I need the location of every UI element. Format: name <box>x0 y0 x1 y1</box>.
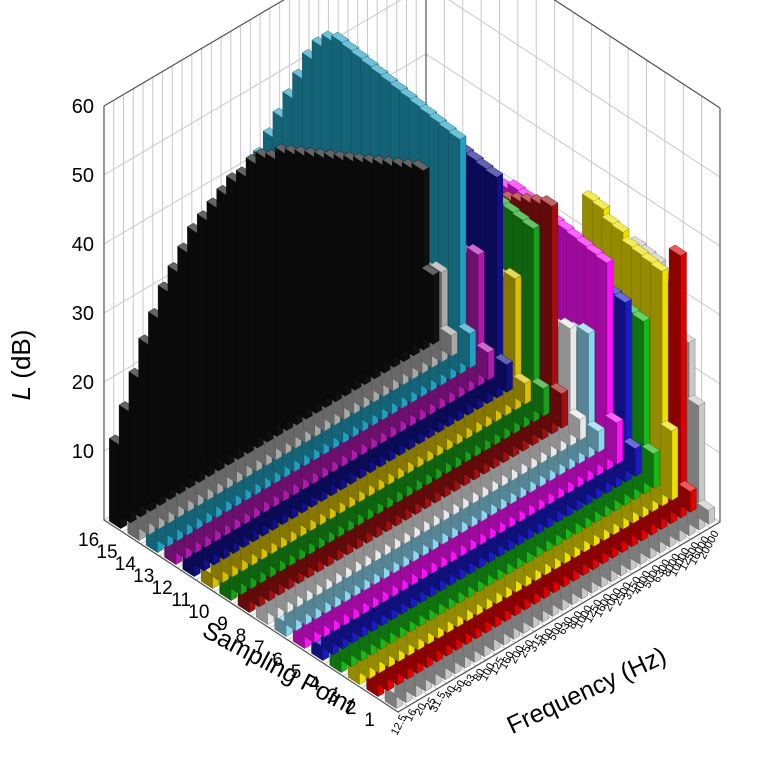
tick-labels: 1020304050601234567891011121314151612.51… <box>72 96 722 737</box>
frequency-tick: 80 <box>471 667 487 683</box>
bar <box>457 322 477 369</box>
bar <box>660 420 679 501</box>
sampling-point-tick: 15 <box>96 542 117 563</box>
bar <box>421 264 440 345</box>
frequency-tick: 16 <box>403 707 419 723</box>
axis-frame <box>103 0 721 109</box>
bar <box>439 324 458 357</box>
bar <box>531 377 550 417</box>
bar <box>604 411 624 465</box>
z-tick-label: 20 <box>72 372 94 394</box>
sampling-point-tick: 1 <box>364 710 375 731</box>
z-tick-label: 60 <box>72 96 94 118</box>
sampling-point-tick: 13 <box>133 566 154 587</box>
bar <box>484 166 504 399</box>
bar <box>623 437 642 477</box>
bar <box>641 442 660 489</box>
bar <box>540 195 559 435</box>
bar <box>521 217 540 423</box>
bars <box>108 30 716 709</box>
frequency-tick: 20 <box>413 701 429 717</box>
sampling-point-tick: 11 <box>171 590 191 611</box>
bar <box>513 372 532 405</box>
bar <box>549 382 569 429</box>
z-axis-title-unit: (dB) <box>6 330 36 386</box>
z-tick-label: 10 <box>72 441 94 463</box>
sampling-point-tick: 5 <box>291 662 302 683</box>
sampling-point-tick: 7 <box>254 638 265 659</box>
z-tick-label: 50 <box>72 165 94 187</box>
sampling-point-tick: 3 <box>327 686 338 707</box>
bar <box>476 341 495 381</box>
grid-line <box>103 0 721 178</box>
sampling-point-tick: 9 <box>217 614 228 635</box>
sampling-point-tick: 6 <box>272 650 283 671</box>
sampling-point-tick: 2 <box>346 698 357 719</box>
sampling-point-tick: 16 <box>78 530 99 551</box>
bar <box>448 128 467 375</box>
frequency-tick: 63 <box>462 673 478 689</box>
frequency-tick: 40 <box>442 684 458 700</box>
z-axis-title-symbol: L <box>6 386 36 400</box>
sampling-point-tick: 4 <box>309 674 320 695</box>
sampling-point-tick: 8 <box>236 626 247 647</box>
bar <box>678 480 697 513</box>
z-axis-title: L (dB) <box>6 330 36 401</box>
frequency-tick: 50 <box>452 678 468 694</box>
frequency-tick: 25 <box>423 696 439 712</box>
bar <box>494 353 513 393</box>
z-tick-label: 40 <box>72 234 94 256</box>
sampling-point-tick: 14 <box>115 554 137 575</box>
grid-line <box>103 0 721 109</box>
sampling-point-tick: 10 <box>188 602 209 623</box>
bar <box>586 420 605 453</box>
z-tick-label: 30 <box>72 303 94 325</box>
sampling-point-tick: 12 <box>152 578 173 599</box>
bar <box>568 408 587 441</box>
axis-frame <box>103 106 721 713</box>
bar <box>696 499 716 525</box>
